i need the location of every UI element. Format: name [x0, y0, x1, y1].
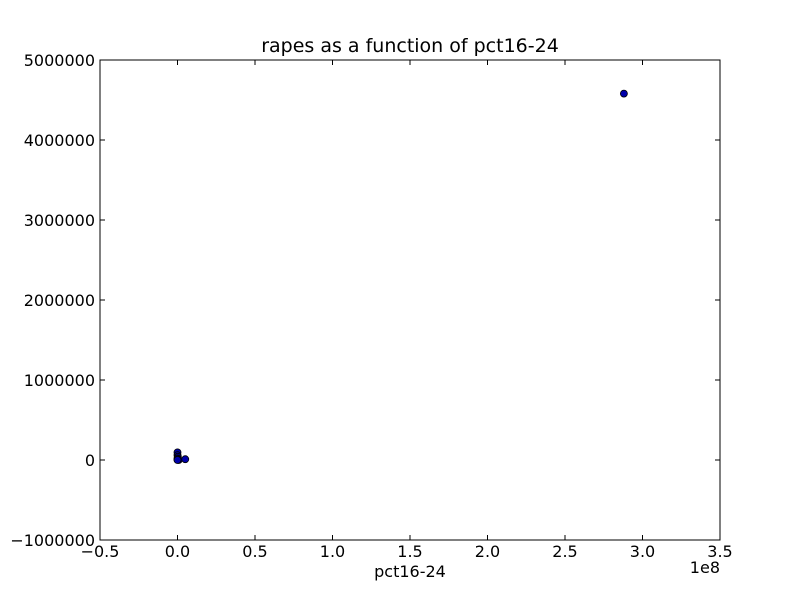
- x-tick-label: 2.5: [552, 542, 577, 561]
- data-point: [181, 455, 190, 464]
- y-tick-label: 2000000: [24, 291, 95, 310]
- x-axis-label: pct16-24: [374, 562, 446, 581]
- data-points: [173, 89, 628, 464]
- x-tick-label: −0.5: [81, 542, 120, 561]
- data-point: [173, 456, 182, 464]
- y-tick-label: 5000000: [24, 51, 95, 70]
- y-tick-label: −1000000: [10, 531, 95, 550]
- y-tick-label: 1000000: [24, 371, 95, 390]
- x-tick-label: 0.5: [242, 542, 267, 561]
- y-tick-label: 4000000: [24, 131, 95, 150]
- data-point: [620, 89, 628, 98]
- x-tick-label: 1.0: [320, 542, 345, 561]
- x-axis-offset-label: 1e8: [690, 558, 720, 577]
- y-tick-label: 3000000: [24, 211, 95, 230]
- chart-title: rapes as a function of pct16-24: [261, 35, 559, 57]
- plot-area-frame: [99, 59, 721, 541]
- x-tick-label: 2.0: [475, 542, 500, 561]
- x-tick-label: 3.0: [630, 542, 655, 561]
- x-tick-label: 1.5: [397, 542, 422, 561]
- x-tick-label: 0.0: [165, 542, 190, 561]
- axis-ticks: −0.5 0.0 0.5 1.0 1.5 2.0 2.5 3.0 3.5 −1000000 0 100…: [10, 51, 732, 561]
- x-tick-label: 3.5: [707, 542, 732, 561]
- y-tick-label: 0: [85, 451, 95, 470]
